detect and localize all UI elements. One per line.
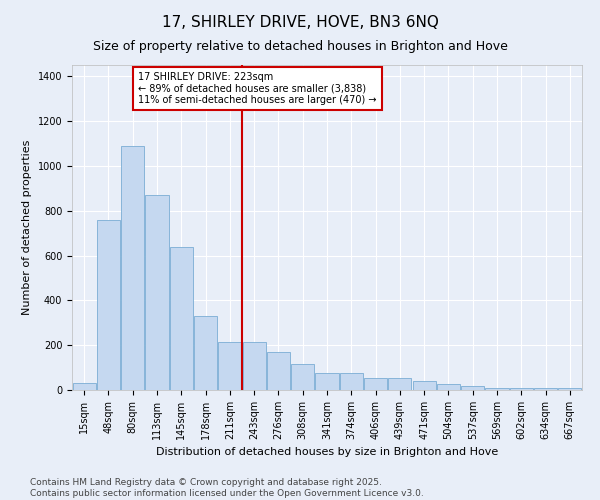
X-axis label: Distribution of detached houses by size in Brighton and Hove: Distribution of detached houses by size …: [156, 448, 498, 458]
Bar: [291, 364, 314, 390]
Bar: [170, 246, 193, 390]
Bar: [73, 384, 95, 390]
Bar: [242, 342, 266, 390]
Bar: [194, 316, 217, 390]
Bar: [218, 342, 241, 390]
Bar: [388, 378, 412, 390]
Bar: [316, 373, 338, 390]
Y-axis label: Number of detached properties: Number of detached properties: [22, 140, 32, 315]
Bar: [485, 388, 509, 390]
Bar: [534, 388, 557, 390]
Bar: [340, 373, 363, 390]
Text: 17 SHIRLEY DRIVE: 223sqm
← 89% of detached houses are smaller (3,838)
11% of sem: 17 SHIRLEY DRIVE: 223sqm ← 89% of detach…: [139, 72, 377, 104]
Bar: [510, 388, 533, 390]
Bar: [267, 352, 290, 390]
Bar: [461, 386, 484, 390]
Text: Contains HM Land Registry data © Crown copyright and database right 2025.
Contai: Contains HM Land Registry data © Crown c…: [30, 478, 424, 498]
Bar: [145, 195, 169, 390]
Bar: [121, 146, 144, 390]
Text: Size of property relative to detached houses in Brighton and Hove: Size of property relative to detached ho…: [92, 40, 508, 53]
Bar: [437, 384, 460, 390]
Bar: [413, 381, 436, 390]
Text: 17, SHIRLEY DRIVE, HOVE, BN3 6NQ: 17, SHIRLEY DRIVE, HOVE, BN3 6NQ: [161, 15, 439, 30]
Bar: [559, 388, 581, 390]
Bar: [364, 378, 387, 390]
Bar: [97, 220, 120, 390]
